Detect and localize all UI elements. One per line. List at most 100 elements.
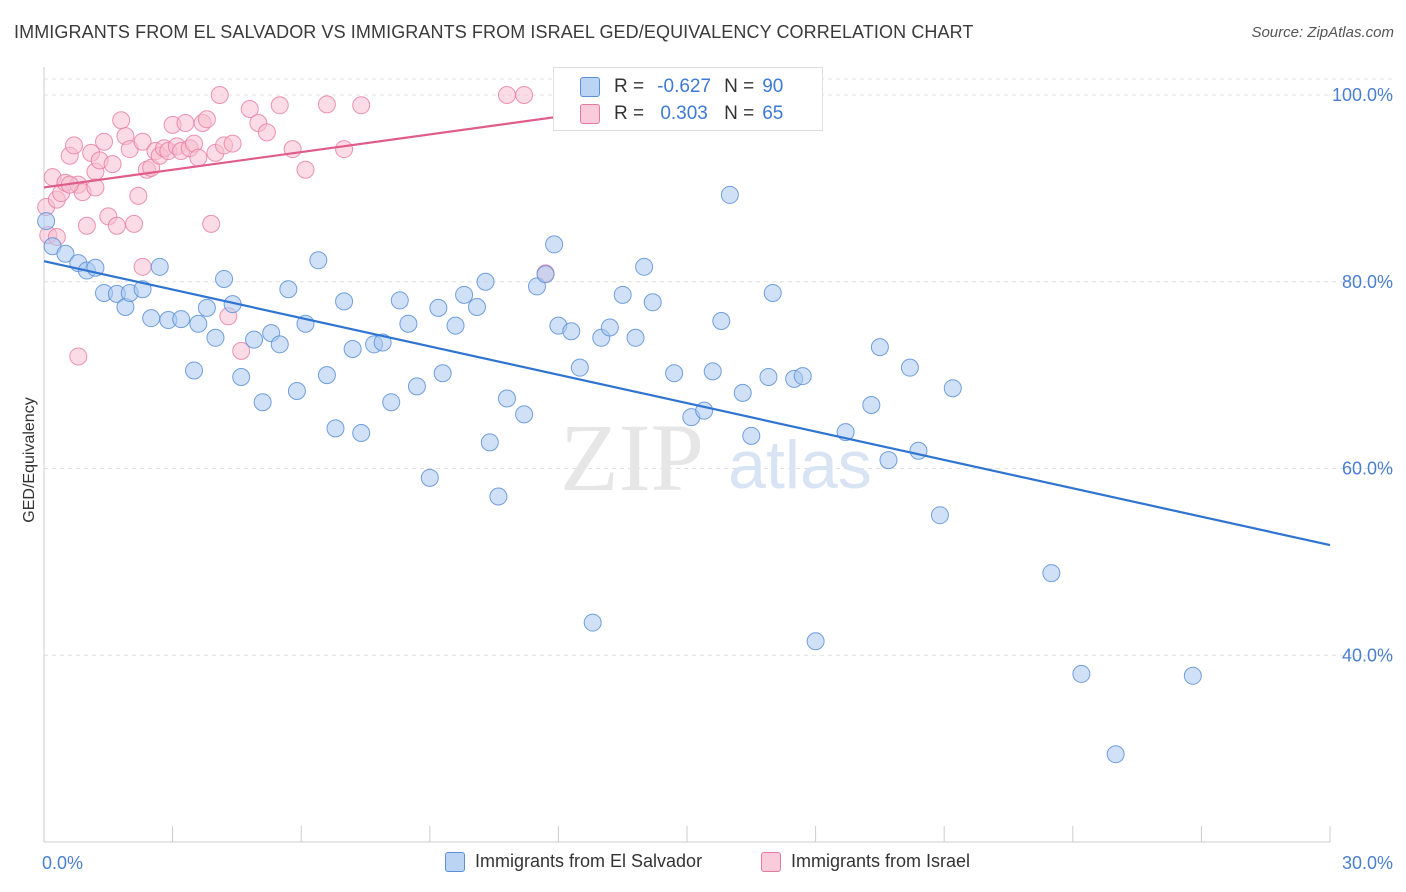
data-point-el-salvador — [433, 364, 452, 383]
data-point-israel — [125, 214, 144, 233]
data-point-el-salvador — [343, 339, 362, 358]
data-point-israel — [129, 186, 148, 205]
data-point-el-salvador — [759, 368, 778, 386]
data-point-el-salvador — [930, 506, 949, 525]
data-point-el-salvador — [335, 292, 354, 311]
data-point-el-salvador — [720, 185, 739, 204]
stats-swatch-blue — [580, 77, 600, 97]
legend-label: Immigrants from Israel — [791, 851, 971, 871]
data-point-el-salvador — [536, 265, 555, 284]
data-point-israel — [112, 111, 131, 130]
legend-swatch-blue — [445, 851, 465, 872]
data-point-el-salvador — [270, 335, 289, 354]
stats-n-value: 90 — [762, 76, 784, 97]
data-point-el-salvador — [909, 441, 928, 460]
data-point-israel — [270, 96, 289, 115]
watermark-zip: ZIP — [560, 404, 704, 511]
data-point-israel — [176, 114, 195, 133]
data-point-el-salvador — [172, 310, 191, 329]
data-point-israel — [107, 216, 126, 235]
data-point-el-salvador — [446, 316, 465, 335]
data-point-el-salvador — [763, 283, 782, 302]
watermark: ZIP atlas — [560, 404, 872, 511]
data-point-el-salvador — [515, 405, 534, 424]
data-point-israel — [133, 132, 152, 151]
stats-swatch-pink — [580, 104, 600, 124]
data-point-el-salvador — [390, 291, 409, 310]
data-point-el-salvador — [733, 383, 752, 402]
stats-r-value: 0.303 — [660, 103, 708, 124]
data-point-el-salvador — [232, 368, 251, 386]
data-point-israel — [210, 86, 229, 105]
data-point-israel — [95, 132, 114, 151]
x-tick-label: 0.0% — [42, 853, 83, 873]
chart-title: IMMIGRANTS FROM EL SALVADOR VS IMMIGRANT… — [14, 22, 974, 42]
x-tick-label: 30.0% — [1342, 853, 1393, 873]
data-point-israel — [69, 347, 88, 366]
axes — [43, 67, 1331, 843]
legend-label: Immigrants from El Salvador — [475, 851, 703, 871]
y-tick-label: 100.0% — [1332, 85, 1393, 105]
data-point-el-salvador — [742, 426, 761, 445]
data-point-el-salvador — [1072, 664, 1091, 683]
data-point-israel — [77, 216, 96, 235]
data-point-el-salvador — [806, 632, 825, 651]
data-point-el-salvador — [562, 322, 581, 341]
data-point-el-salvador — [150, 257, 169, 276]
data-point-el-salvador — [287, 382, 306, 401]
data-point-el-salvador — [712, 311, 731, 330]
data-point-el-salvador — [399, 314, 418, 333]
data-point-el-salvador — [943, 379, 962, 398]
data-point-el-salvador — [185, 361, 204, 380]
legend-item-el-salvador[interactable]: Immigrants from El Salvador — [445, 851, 702, 872]
stats-n-value: 65 — [762, 103, 784, 124]
stats-row-israel: R = 0.303 N = 65 — [554, 101, 783, 127]
data-point-el-salvador — [489, 487, 508, 506]
stats-row-el-salvador: R = -0.627 N = 90 — [554, 74, 783, 100]
data-point-israel — [189, 148, 208, 167]
series-israel-points — [37, 86, 722, 366]
y-tick-label: 80.0% — [1342, 272, 1393, 292]
data-point-el-salvador — [793, 367, 812, 386]
data-point-el-salvador — [142, 309, 161, 328]
data-point-el-salvador — [467, 297, 486, 316]
data-point-el-salvador — [382, 393, 401, 412]
data-point-israel — [515, 86, 534, 105]
stats-n-label: N = — [724, 103, 755, 124]
stats-r-label: R = — [614, 103, 645, 124]
data-point-el-salvador — [703, 362, 722, 381]
data-point-el-salvador — [626, 328, 645, 347]
data-point-el-salvador — [279, 280, 298, 299]
data-point-el-salvador — [37, 212, 56, 231]
stats-r-label: R = — [614, 76, 645, 97]
legend-swatch-pink — [761, 851, 781, 872]
data-point-el-salvador — [497, 389, 516, 408]
data-point-el-salvador — [879, 451, 898, 470]
data-point-el-salvador — [206, 328, 225, 347]
data-point-israel — [133, 257, 152, 276]
y-tick-label: 40.0% — [1342, 645, 1393, 665]
data-point-el-salvador — [870, 338, 889, 357]
data-point-el-salvador — [197, 298, 216, 317]
data-point-israel — [232, 341, 251, 360]
data-point-el-salvador — [317, 366, 336, 385]
data-point-el-salvador — [613, 285, 632, 304]
data-point-el-salvador — [600, 318, 619, 337]
data-point-israel — [65, 136, 84, 155]
data-point-el-salvador — [420, 468, 439, 487]
data-point-el-salvador — [862, 396, 881, 415]
data-point-israel — [352, 96, 371, 115]
data-point-el-salvador — [309, 251, 328, 270]
data-point-el-salvador — [245, 330, 264, 349]
data-point-el-salvador — [215, 269, 234, 288]
data-point-el-salvador — [480, 433, 499, 452]
data-point-el-salvador — [665, 364, 684, 383]
legend-item-israel[interactable]: Immigrants from Israel — [761, 851, 970, 872]
data-point-el-salvador — [635, 257, 654, 276]
data-point-israel — [257, 123, 276, 142]
data-point-el-salvador — [583, 613, 602, 632]
data-point-israel — [296, 160, 315, 179]
data-point-israel — [240, 100, 259, 119]
tick-labels: 100.0% 80.0% 60.0% 40.0% 0.0% 30.0% — [42, 85, 1393, 873]
